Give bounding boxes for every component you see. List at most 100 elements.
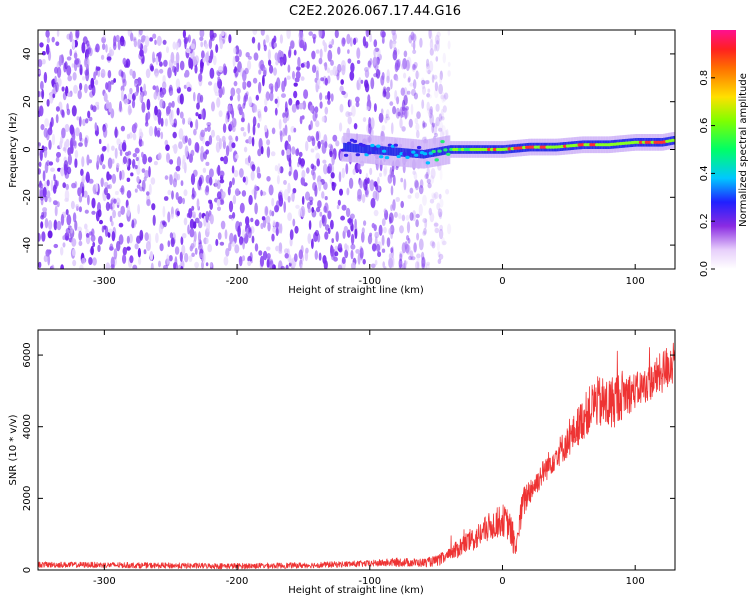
spectrogram-noise-point [369,167,373,176]
spectrogram-noise-point [359,180,363,189]
spectrogram-noise-point [169,159,174,165]
spectrogram-noise-point [42,51,46,56]
spectrogram-noise-point [183,189,188,197]
spectrogram-noise-point [438,253,444,260]
spectrogram-noise-point [365,30,370,38]
spectrogram-noise-point [267,49,271,61]
spectrogram-noise-point [349,99,353,107]
spectrogram-noise-point [429,175,435,184]
spectrogram-noise-point [161,87,167,95]
spectrogram-noise-point [419,179,424,189]
spectrogram-noise-point [71,63,75,68]
spectrogram-noise-point [274,205,279,213]
spectrogram-noise-point [331,38,335,46]
spectrogram-noise-point [178,141,183,150]
spectrogram-noise-point [383,165,388,175]
spectrogram-noise-point [200,145,204,154]
spectrogram-noise-point [377,185,381,192]
spectrogram-noise-point [300,176,305,186]
spectrogram-noise-point [266,246,271,251]
spectrogram-noise-point [416,111,421,119]
spectrogram-noise-point [421,79,426,86]
spectrogram-noise-point [146,98,151,111]
spectrogram-noise-point [126,235,130,244]
spectrogram-noise-point [349,70,355,81]
spectrogram-noise-point [232,195,237,205]
spectrogram-noise-point [395,59,400,71]
spectrogram-noise-point [72,259,77,267]
spectrogram-noise-point [329,177,333,185]
spectrogram-noise-point [298,208,303,218]
spectrogram-noise-point [439,169,443,181]
spectrogram-noise-point [65,183,69,191]
spectrogram-noise-point [321,214,325,224]
spectrogram-noise-point [241,190,247,197]
spectrogram-noise-point [392,106,397,115]
spectrogram-noise-point [47,127,53,136]
x-tick-label: 100 [626,576,645,587]
spectrogram-band-cell [376,144,381,148]
spectrogram-noise-point [75,30,80,39]
spectrogram-noise-point [38,232,41,242]
spectrogram-noise-point [47,254,51,266]
spectrogram-noise-point [205,237,209,244]
spectrogram-noise-point [54,76,58,84]
spectrogram-noise-point [215,135,221,142]
spectrogram-noise-point [438,228,444,240]
spectrogram-noise-point [232,212,236,219]
spectrogram-noise-point [205,52,209,63]
spectrogram-noise-point [271,233,275,242]
spectrogram-noise-point [283,180,287,185]
spectrogram-noise-point [314,250,318,260]
spectrogram-noise-point [324,196,328,201]
spectrogram-noise-point [428,207,432,216]
spectrogram-noise-point [425,63,430,70]
spectrogram-noise-point [190,58,194,70]
spectrogram-noise-point [438,113,442,122]
spectrogram-noise-point [264,97,268,106]
spectrogram-noise-point [61,86,65,92]
spectrogram-noise-point [281,93,286,98]
spectrogram-noise-point [437,258,442,264]
spectrogram-noise-point [441,125,446,136]
spectrogram-noise-point [258,81,262,94]
spectrogram-noise-point [409,212,414,221]
spectrogram-noise-point [413,61,418,69]
spectrogram-noise-point [447,70,451,77]
spectrogram-noise-point [267,222,271,232]
spectrogram-noise-point [310,163,315,170]
y-tick-label: 2000 [22,486,33,511]
spectrogram-noise-point [238,256,243,267]
spectrogram-noise-point [96,154,100,166]
spectrogram-noise-point [365,106,370,111]
spectrogram-noise-point [202,57,206,63]
spectrogram-noise-point [388,227,392,235]
spectrogram-noise-point [122,254,127,264]
spectrogram-noise-point [229,232,234,245]
spectrogram-noise-point [391,122,394,135]
spectrogram-noise-point [162,205,166,218]
spectrogram-noise-point [38,168,41,175]
spectrogram-noise-point [180,180,184,187]
spectrogram-noise-point [44,118,49,128]
spectrogram-noise-point [208,135,213,145]
spectrogram-noise-point [330,245,334,257]
spectrogram-noise-point [389,101,394,106]
spectrogram-band-edge [378,146,381,155]
spectrogram-noise-point [143,176,147,182]
spectrogram-noise-point [418,203,423,216]
y-tick-label: 0 [22,567,33,573]
spectrogram-noise-point [421,256,426,268]
spectrogram-noise-point [111,145,115,151]
spectrogram-noise-point [415,71,420,78]
spectrogram-noise-point [324,141,328,149]
spectrogram-noise-point [189,228,195,238]
spectrogram-noise-point [233,47,237,54]
spectrogram-noise-point [233,170,239,178]
spectrogram-noise-point [92,257,97,266]
spectrogram-noise-point [108,183,112,190]
spectrogram-noise-point [122,246,128,256]
spectrogram-noise-point [208,81,213,86]
spectrogram-noise-point [266,258,270,268]
spectrogram-noise-point [156,130,161,138]
